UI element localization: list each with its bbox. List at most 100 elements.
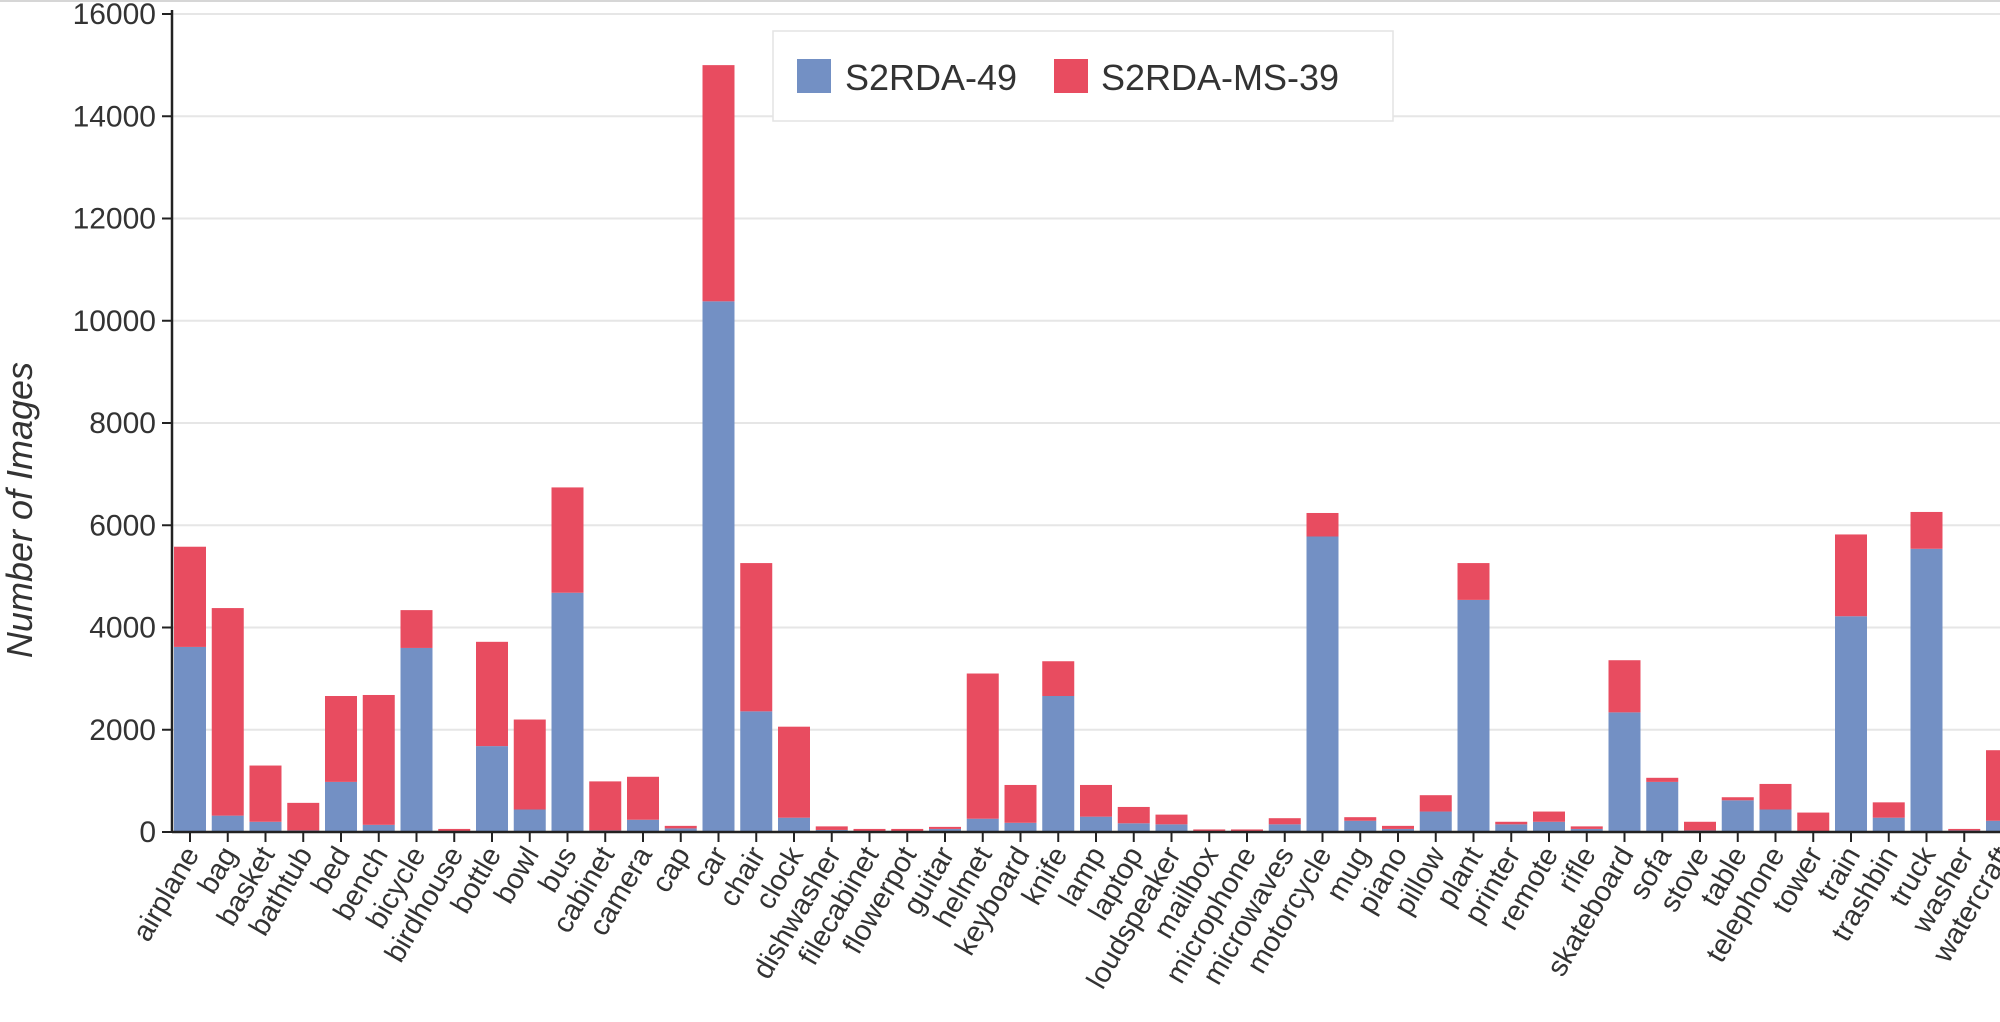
bar-loudspeaker-s2rda-ms-39 — [1155, 814, 1188, 825]
bars — [174, 65, 2000, 832]
bar-basket-s2rda-ms-39 — [249, 765, 282, 822]
bar-keyboard-s2rda-49 — [1004, 822, 1037, 832]
bar-skateboard-s2rda-49 — [1608, 712, 1641, 832]
bar-cap-s2rda-49 — [664, 828, 697, 832]
bar-microwaves-s2rda-ms-39 — [1268, 818, 1301, 825]
bar-bicycle-s2rda-49 — [400, 647, 433, 832]
bar-camera-s2rda-49 — [627, 819, 659, 832]
bar-cabinet-s2rda-ms-39 — [589, 781, 622, 831]
bar-remote-s2rda-49 — [1533, 821, 1565, 832]
bar-helmet-s2rda-49 — [966, 818, 999, 832]
bar-watercraft-s2rda-49 — [1986, 820, 2000, 832]
y-axis-label: Number of Images — [0, 362, 40, 658]
x-tick-label-airplane: airplane — [127, 842, 206, 947]
bar-microwaves-s2rda-49 — [1268, 824, 1301, 832]
x-tick-labels: airplanebagbasketbathtubbedbenchbicycleb… — [127, 841, 2000, 995]
bar-birdhouse-s2rda-ms-39 — [438, 828, 471, 831]
bar-cap-s2rda-ms-39 — [664, 825, 697, 829]
legend-label-s2rda-ms-39: S2RDA-MS-39 — [1101, 57, 1339, 98]
bar-dishwasher-s2rda-ms-39 — [815, 826, 848, 830]
bar-plant-s2rda-49 — [1457, 599, 1490, 832]
bar-bottle-s2rda-49 — [476, 746, 508, 832]
bar-bag-s2rda-49 — [211, 815, 244, 832]
bar-keyboard-s2rda-ms-39 — [1004, 784, 1037, 823]
bar-bus-s2rda-ms-39 — [551, 487, 584, 593]
bar-piano-s2rda-ms-39 — [1382, 825, 1414, 829]
bar-piano-s2rda-49 — [1382, 828, 1414, 832]
bar-bowl-s2rda-49 — [513, 809, 546, 832]
bar-skateboard-s2rda-ms-39 — [1608, 660, 1641, 713]
axes — [162, 10, 2000, 842]
bar-telephone-s2rda-49 — [1759, 809, 1792, 832]
legend-label-s2rda-49: S2RDA-49 — [845, 57, 1017, 98]
bar-truck-s2rda-49 — [1910, 548, 1943, 832]
bar-remote-s2rda-ms-39 — [1533, 811, 1565, 822]
top-border — [0, 0, 2000, 2]
bar-sofa-s2rda-49 — [1646, 781, 1679, 832]
y-tick-label-0: 0 — [139, 816, 156, 849]
y-tick-label-4000: 4000 — [89, 612, 156, 645]
bar-loudspeaker-s2rda-49 — [1155, 824, 1188, 832]
bar-knife-s2rda-ms-39 — [1042, 661, 1075, 697]
bar-pillow-s2rda-ms-39 — [1419, 795, 1452, 812]
bar-helmet-s2rda-ms-39 — [966, 673, 999, 819]
bar-laptop-s2rda-49 — [1117, 823, 1150, 832]
bar-bag-s2rda-ms-39 — [211, 608, 244, 816]
bar-train-s2rda-49 — [1835, 616, 1867, 832]
y-tick-labels: 0 2000 4000 6000 8000 10000 12000 14000 16000 — [73, 0, 156, 849]
bar-chair-s2rda-ms-39 — [740, 563, 773, 712]
y-tick-label-16000: 16000 — [73, 0, 156, 31]
gridlines — [172, 13, 2000, 731]
bar-camera-s2rda-ms-39 — [627, 776, 659, 820]
bar-motorcycle-s2rda-ms-39 — [1306, 512, 1339, 537]
bar-filecabinet-s2rda-ms-39 — [853, 828, 886, 831]
bar-bicycle-s2rda-ms-39 — [400, 610, 433, 648]
bar-train-s2rda-ms-39 — [1835, 534, 1867, 617]
bar-table-s2rda-ms-39 — [1721, 797, 1754, 801]
bar-chair-s2rda-49 — [740, 711, 773, 832]
bar-rifle-s2rda-ms-39 — [1570, 826, 1603, 829]
bar-stove-s2rda-ms-39 — [1684, 821, 1716, 831]
bar-trashbin-s2rda-49 — [1872, 817, 1905, 832]
bar-bed-s2rda-ms-39 — [325, 696, 357, 782]
bar-basket-s2rda-49 — [249, 821, 282, 832]
bar-bench-s2rda-49 — [362, 824, 395, 832]
y-tick-label-8000: 8000 — [89, 407, 156, 440]
bar-mug-s2rda-ms-39 — [1344, 817, 1377, 821]
bar-bed-s2rda-49 — [325, 781, 357, 832]
bar-washer-s2rda-ms-39 — [1948, 828, 1981, 831]
x-tick-label-cap: cap — [646, 842, 697, 899]
bar-microphone-s2rda-ms-39 — [1231, 829, 1263, 831]
bar-mug-s2rda-49 — [1344, 820, 1377, 832]
bar-printer-s2rda-ms-39 — [1495, 821, 1528, 825]
y-tick-label-12000: 12000 — [73, 203, 156, 236]
bar-bathtub-s2rda-ms-39 — [287, 802, 320, 831]
bar-rifle-s2rda-49 — [1570, 828, 1603, 832]
bar-bowl-s2rda-ms-39 — [513, 719, 546, 810]
bar-bus-s2rda-49 — [551, 592, 584, 832]
bar-pillow-s2rda-49 — [1419, 811, 1452, 832]
bar-table-s2rda-49 — [1721, 800, 1754, 832]
y-tick-label-2000: 2000 — [89, 714, 156, 747]
legend-swatch-s2rda-ms-39 — [1054, 59, 1088, 93]
bar-clock-s2rda-ms-39 — [778, 726, 810, 818]
y-tick-label-14000: 14000 — [73, 100, 156, 133]
y-tick-label-10000: 10000 — [73, 305, 156, 338]
bar-guitar-s2rda-ms-39 — [929, 826, 961, 829]
bar-lamp-s2rda-ms-39 — [1080, 784, 1112, 817]
bar-motorcycle-s2rda-49 — [1306, 536, 1339, 832]
bar-sofa-s2rda-ms-39 — [1646, 777, 1679, 782]
bar-watercraft-s2rda-ms-39 — [1986, 750, 2000, 821]
bar-airplane-s2rda-49 — [174, 646, 206, 832]
bar-bench-s2rda-ms-39 — [362, 694, 395, 825]
bar-bottle-s2rda-ms-39 — [476, 641, 508, 747]
bar-knife-s2rda-49 — [1042, 696, 1075, 832]
y-tick-label-6000: 6000 — [89, 509, 156, 542]
bar-car-s2rda-ms-39 — [702, 65, 735, 302]
bar-trashbin-s2rda-ms-39 — [1872, 802, 1905, 818]
legend: S2RDA-49 S2RDA-MS-39 — [772, 30, 1394, 122]
bar-telephone-s2rda-ms-39 — [1759, 783, 1792, 810]
bar-laptop-s2rda-ms-39 — [1117, 806, 1150, 824]
bar-airplane-s2rda-ms-39 — [174, 546, 206, 647]
